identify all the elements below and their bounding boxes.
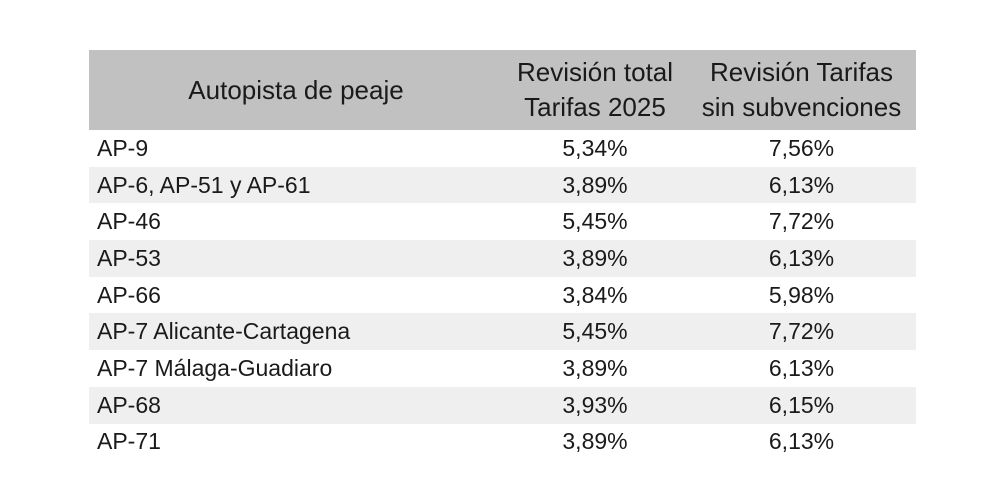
cell-revision-sin-subvenciones: 6,13% [768, 244, 835, 271]
cell-revision-total: 3,89% [562, 244, 628, 271]
cell-autopista: AP-71 [97, 428, 161, 455]
column-header-label-line2: sin subvenciones [701, 92, 902, 122]
cell-revision-total: 3,89% [562, 428, 628, 455]
cell-revision-sin-subvenciones: 7,56% [768, 134, 835, 161]
table-row: AP-6, AP-51 y AP-61 3,89% 6,13% [89, 166, 916, 204]
cell-revision-total: 5,45% [562, 318, 628, 345]
cell-revision-sin-subvenciones: 6,13% [768, 171, 835, 198]
toll-tariff-table: Autopista de peaje Revisión total Tarifa… [89, 50, 916, 461]
cell-revision-sin-subvenciones: 6,13% [768, 428, 835, 455]
table-row: AP-68 3,93% 6,15% [89, 386, 916, 424]
cell-revision-sin-subvenciones: 6,13% [768, 354, 835, 381]
cell-revision-total: 3,84% [562, 281, 628, 308]
cell-revision-total: 5,45% [562, 208, 628, 235]
table-header-row: Autopista de peaje Revisión total Tarifa… [89, 50, 916, 130]
table-row: AP-46 5,45% 7,72% [89, 203, 916, 241]
cell-revision-total: 3,93% [562, 391, 628, 418]
cell-revision-sin-subvenciones: 7,72% [768, 208, 835, 235]
cell-revision-sin-subvenciones: 6,15% [768, 391, 835, 418]
cell-autopista: AP-66 [97, 281, 161, 308]
cell-revision-total: 3,89% [562, 354, 628, 381]
column-header-revision-sin-subvenciones: Revisión Tarifas sin subvenciones [687, 50, 916, 130]
table-row: AP-7 Málaga-Guadiaro 3,89% 6,13% [89, 350, 916, 387]
table-row: AP-53 3,89% 6,13% [89, 240, 916, 277]
cell-autopista: AP-68 [97, 391, 161, 418]
column-header-revision-total: Revisión total Tarifas 2025 [503, 50, 687, 130]
cell-autopista: AP-9 [97, 134, 149, 161]
cell-autopista: AP-7 Málaga-Guadiaro [97, 354, 333, 381]
table-body: AP-9 5,34% 7,56% AP-6, AP-51 y AP-61 3,8… [89, 130, 916, 461]
cell-autopista: AP-6, AP-51 y AP-61 [97, 171, 311, 198]
cell-revision-total: 3,89% [562, 171, 628, 198]
table-row: AP-9 5,34% 7,56% [89, 130, 916, 167]
cell-revision-sin-subvenciones: 5,98% [768, 281, 835, 308]
column-header-label: Autopista de peaje [188, 74, 404, 105]
table-row: AP-71 3,89% 6,13% [89, 423, 916, 461]
table-row: AP-7 Alicante-Cartagena 5,45% 7,72% [89, 313, 916, 351]
column-header-autopista: Autopista de peaje [89, 50, 503, 130]
cell-revision-total: 5,34% [562, 134, 628, 161]
table-row: AP-66 3,84% 5,98% [89, 276, 916, 314]
column-header-label-line2: Tarifas 2025 [524, 92, 666, 122]
cell-revision-sin-subvenciones: 7,72% [768, 318, 835, 345]
cell-autopista: AP-53 [97, 244, 161, 271]
cell-autopista: AP-46 [97, 208, 161, 235]
cell-autopista: AP-7 Alicante-Cartagena [97, 318, 351, 345]
column-header-label-line1: Revisión total [516, 57, 674, 87]
column-header-label-line1: Revisión Tarifas [709, 57, 894, 87]
